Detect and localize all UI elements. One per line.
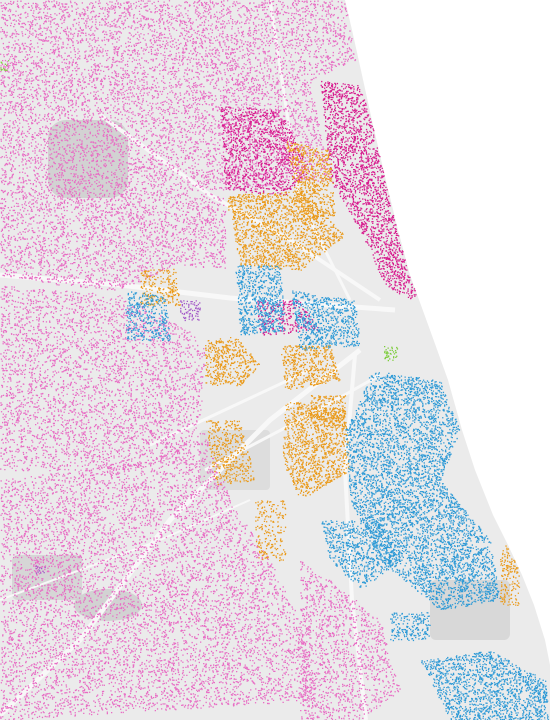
dot-layer-magenta [220, 80, 417, 336]
industrial-area-south [430, 580, 510, 640]
southwest-highway [0, 499, 251, 601]
expressway-southwest [0, 348, 362, 717]
dot-layer-pink [0, 0, 401, 720]
dot-layer-blue [125, 265, 550, 720]
dot-layer-orange [140, 141, 521, 606]
expressway-diagonal [149, 368, 311, 447]
expressway-south [342, 354, 368, 720]
canal [204, 373, 381, 472]
